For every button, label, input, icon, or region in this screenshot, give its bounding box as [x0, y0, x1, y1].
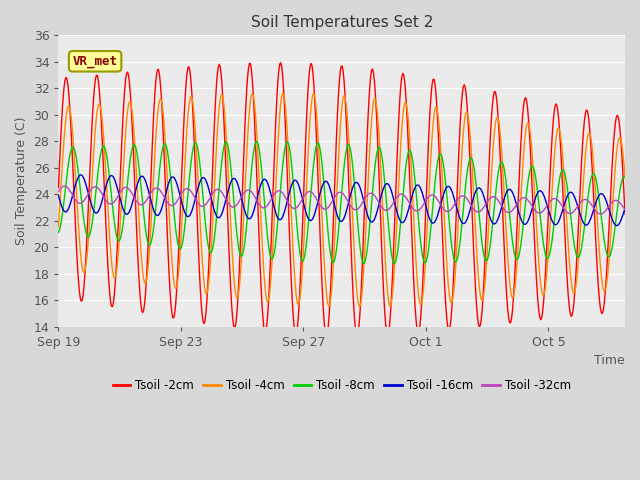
Tsoil -16cm — [389, 195, 397, 201]
Tsoil -4cm — [390, 269, 398, 275]
Tsoil -8cm — [54, 229, 62, 235]
Tsoil -2cm — [155, 68, 163, 73]
Legend: Tsoil -2cm, Tsoil -4cm, Tsoil -8cm, Tsoil -16cm, Tsoil -32cm: Tsoil -2cm, Tsoil -4cm, Tsoil -8cm, Tsoi… — [108, 374, 575, 396]
Tsoil -8cm — [200, 207, 208, 213]
Tsoil -2cm — [353, 333, 361, 339]
Tsoil -32cm — [596, 211, 604, 217]
Tsoil -16cm — [621, 205, 629, 211]
Tsoil -4cm — [279, 90, 287, 96]
Tsoil -2cm — [54, 185, 62, 191]
Tsoil -8cm — [483, 258, 491, 264]
Tsoil -4cm — [312, 101, 319, 107]
Line: Tsoil -32cm: Tsoil -32cm — [58, 186, 625, 214]
Tsoil -16cm — [156, 211, 163, 216]
Tsoil -32cm — [54, 189, 62, 194]
Tsoil -4cm — [355, 304, 363, 310]
Text: VR_met: VR_met — [72, 55, 118, 68]
Y-axis label: Soil Temperature (C): Soil Temperature (C) — [15, 117, 28, 245]
Tsoil -2cm — [390, 230, 398, 236]
Tsoil -16cm — [201, 176, 209, 182]
Tsoil -16cm — [434, 212, 442, 218]
Tsoil -2cm — [483, 212, 491, 217]
Tsoil -16cm — [312, 207, 319, 213]
Tsoil -32cm — [389, 200, 397, 206]
Tsoil -2cm — [312, 117, 319, 123]
Tsoil -4cm — [54, 224, 62, 229]
Line: Tsoil -16cm: Tsoil -16cm — [58, 175, 625, 226]
Line: Tsoil -4cm: Tsoil -4cm — [58, 93, 625, 307]
Tsoil -4cm — [435, 118, 442, 124]
Tsoil -32cm — [201, 202, 209, 208]
Tsoil -16cm — [482, 201, 490, 206]
Tsoil -8cm — [621, 175, 629, 180]
Line: Tsoil -8cm: Tsoil -8cm — [58, 142, 625, 264]
Tsoil -4cm — [621, 175, 629, 180]
Tsoil -16cm — [77, 172, 85, 178]
Tsoil -4cm — [483, 254, 491, 260]
Tsoil -4cm — [155, 102, 163, 108]
Tsoil -2cm — [277, 60, 285, 66]
Tsoil -4cm — [200, 280, 208, 286]
Tsoil -8cm — [155, 175, 163, 181]
Line: Tsoil -2cm: Tsoil -2cm — [58, 63, 625, 336]
X-axis label: Time: Time — [595, 354, 625, 367]
Tsoil -16cm — [612, 223, 620, 228]
Tsoil -32cm — [156, 187, 163, 193]
Tsoil -2cm — [621, 211, 629, 217]
Tsoil -8cm — [389, 259, 397, 265]
Tsoil -8cm — [435, 154, 442, 160]
Tsoil -32cm — [60, 183, 68, 189]
Tsoil -32cm — [312, 195, 319, 201]
Tsoil -2cm — [435, 139, 442, 145]
Tsoil -32cm — [621, 207, 629, 213]
Tsoil -8cm — [312, 145, 319, 151]
Tsoil -16cm — [54, 192, 62, 198]
Tsoil -32cm — [482, 201, 490, 207]
Tsoil -8cm — [252, 139, 260, 144]
Title: Soil Temperatures Set 2: Soil Temperatures Set 2 — [250, 15, 433, 30]
Tsoil -8cm — [390, 261, 398, 266]
Tsoil -2cm — [200, 321, 208, 326]
Tsoil -32cm — [434, 197, 442, 203]
